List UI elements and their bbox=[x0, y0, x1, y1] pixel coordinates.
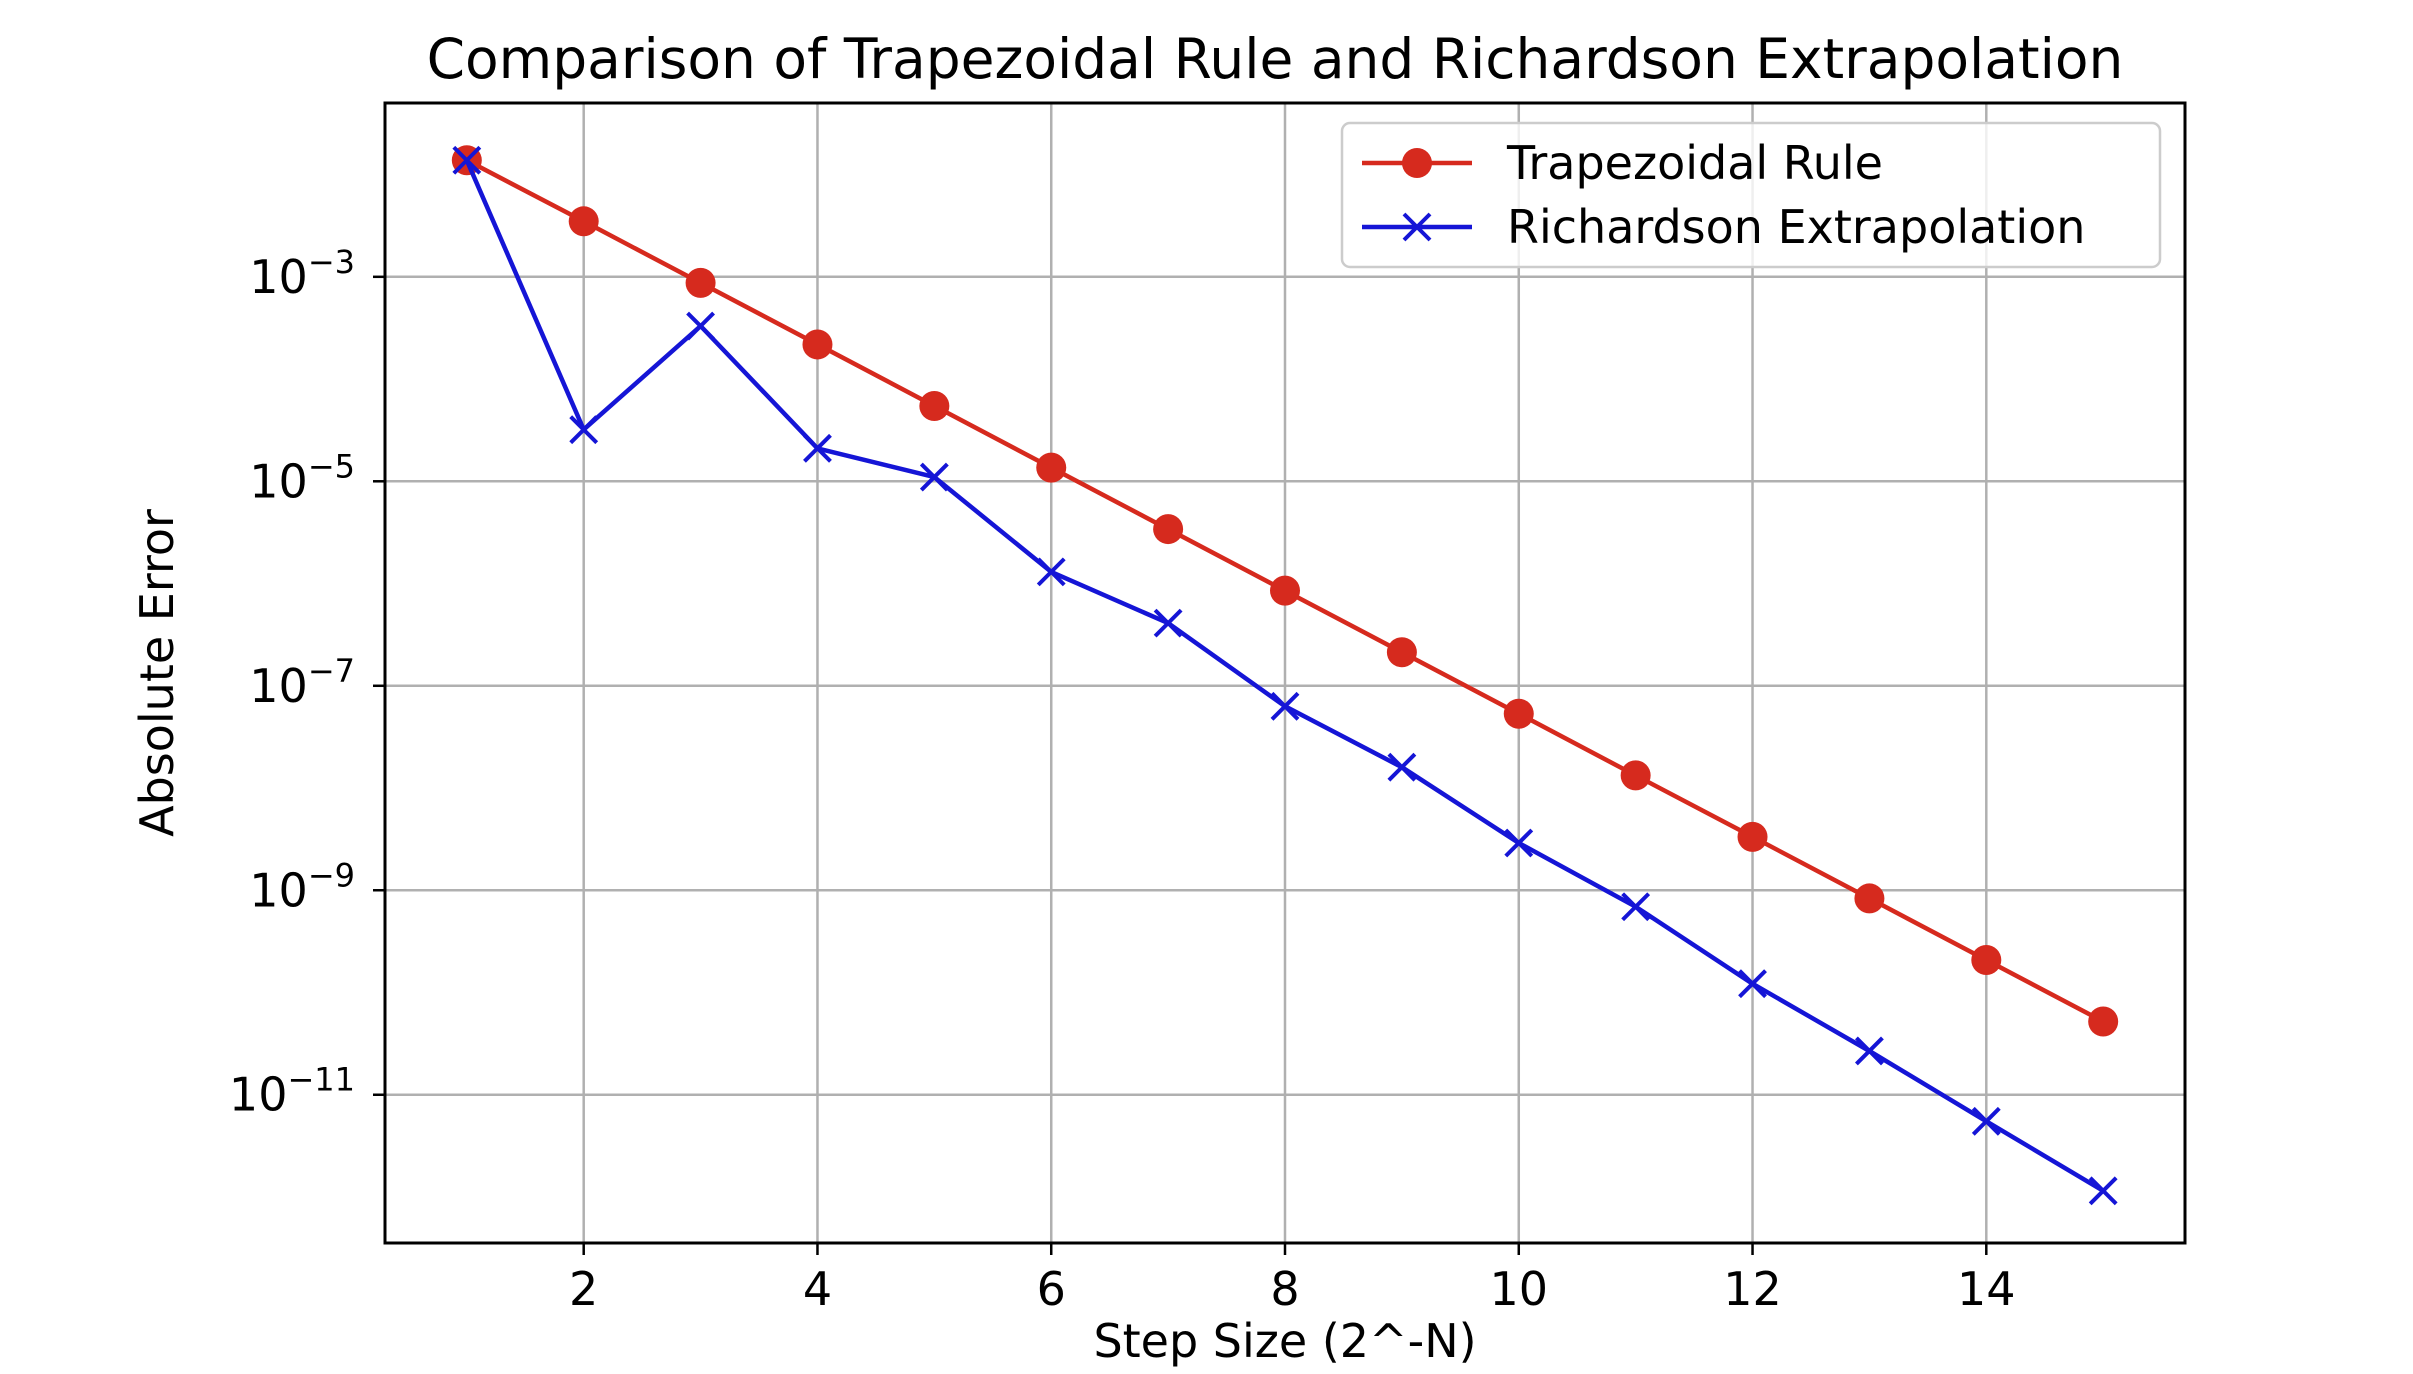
x-tick-label: 6 bbox=[1037, 1262, 1066, 1316]
data-point-trapezoidal-rule bbox=[1036, 452, 1067, 483]
legend-label-richardson-extrapolation: Richardson Extrapolation bbox=[1507, 200, 2085, 254]
data-point-richardson-extrapolation bbox=[1153, 608, 1183, 638]
legend-item-trapezoidal-rule: Trapezoidal Rule bbox=[1362, 136, 1883, 190]
y-tick-label: 10−9 bbox=[249, 856, 355, 917]
legend-label-trapezoidal-rule: Trapezoidal Rule bbox=[1506, 136, 1883, 190]
data-point-trapezoidal-rule bbox=[802, 329, 833, 360]
x-tick-label: 4 bbox=[803, 1262, 832, 1316]
y-tick-label: 10−3 bbox=[249, 243, 355, 304]
data-point-richardson-extrapolation bbox=[1971, 1106, 2001, 1136]
data-point-richardson-extrapolation bbox=[2088, 1176, 2118, 1206]
y-tick-label: 10−7 bbox=[249, 652, 355, 713]
data-point-trapezoidal-rule bbox=[1503, 698, 1534, 729]
data-point-trapezoidal-rule bbox=[1854, 883, 1885, 914]
data-point-richardson-extrapolation bbox=[1738, 969, 1767, 999]
legend-box bbox=[1340, 121, 2162, 269]
y-axis-ticks: 10−3 10−5 10−7 10−9 10−11 bbox=[229, 243, 385, 1122]
data-point-trapezoidal-rule bbox=[1270, 575, 1300, 606]
legend-marker-trapezoidal-rule bbox=[1402, 148, 1432, 178]
data-point-richardson-extrapolation bbox=[569, 415, 599, 445]
data-point-trapezoidal-rule bbox=[2088, 1006, 2119, 1037]
x-tick-label: 14 bbox=[1957, 1262, 2016, 1316]
data-point-richardson-extrapolation bbox=[1621, 892, 1651, 922]
legend: Trapezoidal Rule Richardson Extrapolation bbox=[1340, 121, 2162, 269]
x-tick-label: 12 bbox=[1723, 1262, 1782, 1316]
y-tick-label: 10−5 bbox=[249, 447, 355, 508]
data-point-richardson-extrapolation bbox=[803, 433, 832, 463]
series-layer bbox=[451, 145, 2119, 1206]
grid-lines bbox=[385, 103, 2185, 1243]
data-point-richardson-extrapolation bbox=[1855, 1036, 1884, 1066]
x-tick-label: 10 bbox=[1489, 1262, 1548, 1316]
data-point-trapezoidal-rule bbox=[1153, 514, 1184, 545]
series-richardson-extrapolation bbox=[452, 145, 2118, 1206]
data-point-trapezoidal-rule bbox=[1971, 944, 2002, 975]
data-point-trapezoidal-rule bbox=[1737, 821, 1768, 852]
data-point-richardson-extrapolation bbox=[1270, 691, 1300, 721]
x-tick-label: 2 bbox=[569, 1262, 598, 1316]
y-tick-label: 10−11 bbox=[229, 1061, 355, 1122]
data-point-trapezoidal-rule bbox=[919, 391, 950, 422]
data-point-richardson-extrapolation bbox=[1387, 752, 1417, 782]
legend-items: Trapezoidal Rule Richardson Extrapolation bbox=[1362, 136, 2085, 254]
chart-title: Comparison of Trapezoidal Rule and Richa… bbox=[427, 27, 2124, 91]
series-trapezoidal-rule bbox=[451, 145, 2119, 1037]
data-point-richardson-extrapolation bbox=[686, 311, 715, 341]
data-point-trapezoidal-rule bbox=[1386, 637, 1417, 668]
x-axis-ticks: 2 4 6 8 10 12 14 bbox=[569, 1243, 2016, 1316]
y-axis-label: Absolute Error bbox=[130, 509, 184, 837]
x-axis-label: Step Size (2^-N) bbox=[1093, 1314, 1476, 1368]
data-point-richardson-extrapolation bbox=[919, 462, 949, 492]
legend-marker-richardson-extrapolation bbox=[1402, 212, 1432, 242]
data-point-trapezoidal-rule bbox=[685, 267, 716, 298]
data-point-trapezoidal-rule bbox=[568, 206, 599, 237]
data-point-richardson-extrapolation bbox=[1504, 828, 1534, 858]
x-tick-label: 8 bbox=[1270, 1262, 1299, 1316]
data-point-richardson-extrapolation bbox=[1036, 557, 1066, 587]
legend-item-richardson-extrapolation: Richardson Extrapolation bbox=[1362, 200, 2085, 254]
data-point-richardson-extrapolation bbox=[452, 145, 482, 175]
data-point-trapezoidal-rule bbox=[1620, 760, 1651, 791]
